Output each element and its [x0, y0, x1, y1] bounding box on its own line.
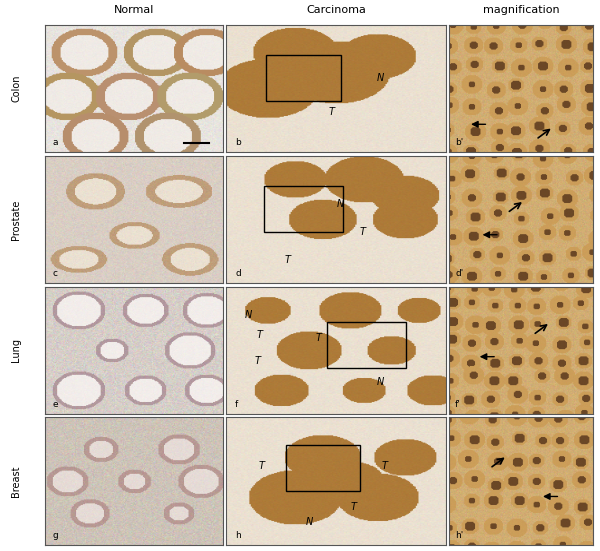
Bar: [286, 445, 360, 491]
Text: f: f: [235, 400, 238, 409]
Text: h: h: [235, 531, 241, 540]
Text: Colon: Colon: [11, 75, 22, 102]
Text: Lung: Lung: [11, 338, 22, 363]
Text: T: T: [359, 227, 365, 237]
Text: N: N: [337, 199, 344, 209]
Bar: [328, 322, 406, 368]
Text: e: e: [52, 400, 58, 409]
Text: N: N: [376, 73, 383, 83]
Text: d': d': [455, 269, 463, 278]
Bar: [266, 56, 341, 101]
Text: magnification: magnification: [483, 6, 560, 15]
Text: N: N: [376, 377, 383, 387]
Text: N: N: [306, 517, 313, 527]
Text: Prostate: Prostate: [11, 199, 22, 240]
Text: T: T: [351, 501, 357, 512]
Text: Normal: Normal: [114, 6, 154, 15]
Text: Breast: Breast: [11, 466, 22, 497]
Text: T: T: [254, 355, 260, 365]
Text: T: T: [329, 106, 335, 116]
Text: d: d: [235, 269, 241, 278]
Text: T: T: [285, 255, 291, 265]
Text: a: a: [52, 138, 58, 147]
Text: b': b': [455, 138, 463, 147]
Text: g: g: [52, 531, 58, 540]
Text: T: T: [256, 330, 262, 340]
Text: c: c: [52, 269, 57, 278]
Text: h': h': [455, 531, 463, 540]
Bar: [264, 186, 343, 232]
Text: b: b: [235, 138, 241, 147]
Text: f': f': [455, 400, 461, 409]
Text: T: T: [316, 333, 322, 343]
Text: T: T: [259, 461, 265, 471]
Text: Carcinoma: Carcinoma: [306, 6, 366, 15]
Text: N: N: [245, 310, 252, 320]
Text: T: T: [382, 461, 388, 471]
